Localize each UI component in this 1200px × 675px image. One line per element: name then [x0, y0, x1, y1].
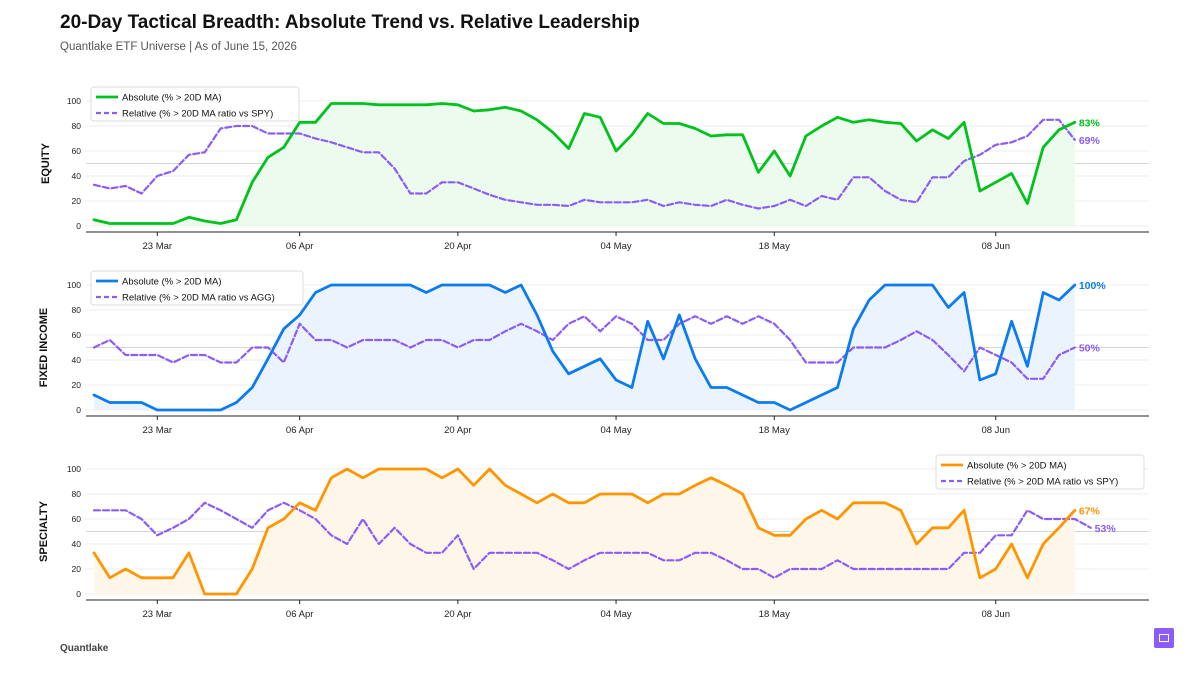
- x-tick-label: 06 Apr: [286, 241, 313, 252]
- y-tick-label: 20: [72, 380, 82, 390]
- relative-series-line: [92, 118, 1076, 210]
- chart-title: 20-Day Tactical Breadth: Absolute Trend …: [60, 12, 640, 33]
- y-tick-label: 40: [72, 539, 82, 549]
- x-tick-label: 20 Apr: [444, 241, 471, 252]
- x-tick-label: 08 Jun: [981, 425, 1010, 436]
- panel-label: FIXED INCOME: [38, 308, 50, 387]
- legend-box: [935, 454, 1145, 490]
- y-tick-label: 0: [76, 221, 81, 231]
- x-tick-label: 18 May: [759, 425, 790, 436]
- x-tick-label: 06 Apr: [286, 609, 313, 620]
- y-tick-label: 80: [72, 305, 82, 315]
- absolute-area-fill: [94, 285, 1075, 410]
- panel-label: SPECIALTY: [38, 500, 50, 562]
- absolute-series-line: [92, 283, 1077, 412]
- absolute-end-label: 100%: [1079, 280, 1107, 292]
- x-tick-label: 23 Mar: [142, 425, 172, 436]
- absolute-end-label: 67%: [1079, 505, 1101, 517]
- y-tick-label: 100: [67, 96, 81, 106]
- x-tick-label: 18 May: [759, 609, 790, 620]
- legend-box: [90, 86, 300, 122]
- x-tick-label: 18 May: [759, 241, 790, 252]
- y-tick-label: 100: [67, 280, 81, 290]
- absolute-area-fill: [94, 103, 1075, 226]
- x-tick-label: 20 Apr: [444, 609, 471, 620]
- legend-label: Absolute (% > 20D MA): [122, 93, 222, 104]
- legend-label: Relative (% > 20D MA ratio vs AGG): [122, 293, 275, 304]
- y-tick-label: 60: [72, 146, 82, 156]
- x-tick-label: 20 Apr: [444, 425, 471, 436]
- relative-end-label: 53%: [1095, 523, 1117, 535]
- x-tick-label: 08 Jun: [981, 609, 1010, 620]
- absolute-end-label: 83%: [1079, 117, 1101, 129]
- x-tick-label: 06 Apr: [286, 425, 313, 436]
- x-tick-label: 08 Jun: [981, 241, 1010, 252]
- footer-brand: Quantlake: [60, 643, 109, 654]
- absolute-series-line: [92, 467, 1077, 596]
- chart-subtitle: Quantlake ETF Universe | As of June 15, …: [60, 41, 297, 53]
- x-tick-label: 23 Mar: [142, 241, 172, 252]
- y-tick-label: 40: [72, 171, 82, 181]
- x-tick-label: 04 May: [600, 241, 631, 252]
- y-tick-label: 100: [67, 464, 81, 474]
- panel-label: EQUITY: [40, 142, 52, 184]
- legend-box: [90, 270, 304, 306]
- relative-end-label: 69%: [1079, 135, 1101, 147]
- y-tick-label: 40: [72, 355, 82, 365]
- y-tick-label: 60: [72, 514, 82, 524]
- absolute-area-fill: [94, 469, 1075, 594]
- relative-series-line: [92, 315, 1076, 380]
- y-tick-label: 60: [72, 330, 82, 340]
- legend-label: Absolute (% > 20D MA): [967, 461, 1067, 472]
- y-tick-label: 80: [72, 489, 82, 499]
- corner-badge-icon: [1154, 628, 1174, 648]
- y-tick-label: 0: [76, 589, 81, 599]
- relative-series-line: [92, 501, 1092, 579]
- relative-end-label: 50%: [1079, 343, 1101, 355]
- x-tick-label: 04 May: [600, 425, 631, 436]
- legend-label: Relative (% > 20D MA ratio vs SPY): [967, 477, 1118, 488]
- y-tick-label: 20: [72, 196, 82, 206]
- y-tick-label: 20: [72, 564, 82, 574]
- y-tick-label: 0: [76, 405, 81, 415]
- x-tick-label: 23 Mar: [142, 609, 172, 620]
- x-tick-label: 04 May: [600, 609, 631, 620]
- absolute-series-line: [92, 102, 1077, 225]
- legend-label: Absolute (% > 20D MA): [122, 277, 222, 288]
- legend-label: Relative (% > 20D MA ratio vs SPY): [122, 109, 273, 120]
- y-tick-label: 80: [72, 121, 82, 131]
